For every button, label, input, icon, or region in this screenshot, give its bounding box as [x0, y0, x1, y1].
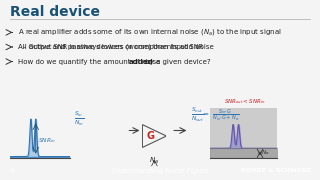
Text: $N_a$: $N_a$	[261, 148, 270, 157]
Text: $=\ \frac{S_{in}{\cdot}G}{N_{in}{\cdot}G + N_a}$: $=\ \frac{S_{in}{\cdot}G}{N_{in}{\cdot}G…	[201, 107, 239, 123]
Text: by a given device?: by a given device?	[143, 58, 211, 65]
Text: G: G	[146, 132, 154, 141]
Text: ROHDE & SCHWARZ: ROHDE & SCHWARZ	[241, 168, 310, 174]
Text: 4: 4	[10, 168, 14, 174]
Text: How do we quantify the amount of noise: How do we quantify the amount of noise	[18, 58, 162, 65]
Text: added: added	[129, 58, 154, 65]
Text: $\frac{S_{in}}{N_{in}}$: $\frac{S_{in}}{N_{in}}$	[74, 110, 84, 128]
Text: A real amplifier adds some of its own internal noise ($N_a$) to the input signal: A real amplifier adds some of its own in…	[18, 27, 282, 37]
Text: $\frac{S_{out}}{N_{out}}$: $\frac{S_{out}}{N_{out}}$	[191, 106, 205, 124]
Text: $SNR_{out} < SNR_{in}$: $SNR_{out} < SNR_{in}$	[224, 97, 265, 106]
Text: – Output SNR is always lowers (worse) than input SNR: – Output SNR is always lowers (worse) th…	[23, 44, 203, 50]
Text: Understanding Noise Figure: Understanding Noise Figure	[111, 168, 209, 174]
Text: $N_a$: $N_a$	[149, 156, 159, 166]
Text: All active and passive devices or components add noise: All active and passive devices or compon…	[18, 44, 213, 50]
Text: $SNR_{in}$: $SNR_{in}$	[37, 136, 55, 145]
Text: Real device: Real device	[10, 5, 100, 19]
